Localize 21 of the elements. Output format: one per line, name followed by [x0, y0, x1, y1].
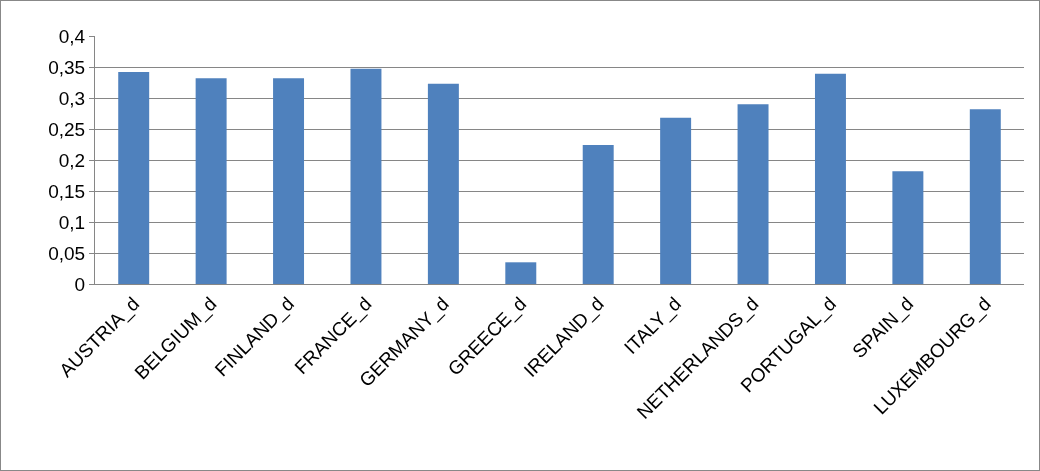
- y-tick-label: 0,4: [58, 25, 86, 47]
- bar: [195, 78, 227, 284]
- bar: [660, 117, 692, 284]
- y-tick-label: 0,2: [58, 149, 86, 171]
- y-tick-label: 0,25: [48, 118, 86, 140]
- bar: [427, 83, 459, 284]
- bar: [582, 145, 614, 284]
- y-tick-label: 0,1: [58, 211, 86, 233]
- y-tick-label: 0: [74, 273, 86, 295]
- bar: [814, 73, 846, 284]
- y-tick-label: 0,15: [48, 180, 86, 202]
- y-tick-label: 0,3: [58, 87, 86, 109]
- bar: [505, 262, 537, 284]
- bar: [969, 109, 1001, 284]
- y-tick-label: 0,05: [48, 242, 86, 264]
- bar: [118, 71, 150, 284]
- bar: [892, 171, 924, 284]
- y-tick-label: 0,35: [48, 56, 86, 78]
- bar: [350, 68, 382, 284]
- bar: [737, 104, 769, 284]
- bar: [273, 78, 305, 284]
